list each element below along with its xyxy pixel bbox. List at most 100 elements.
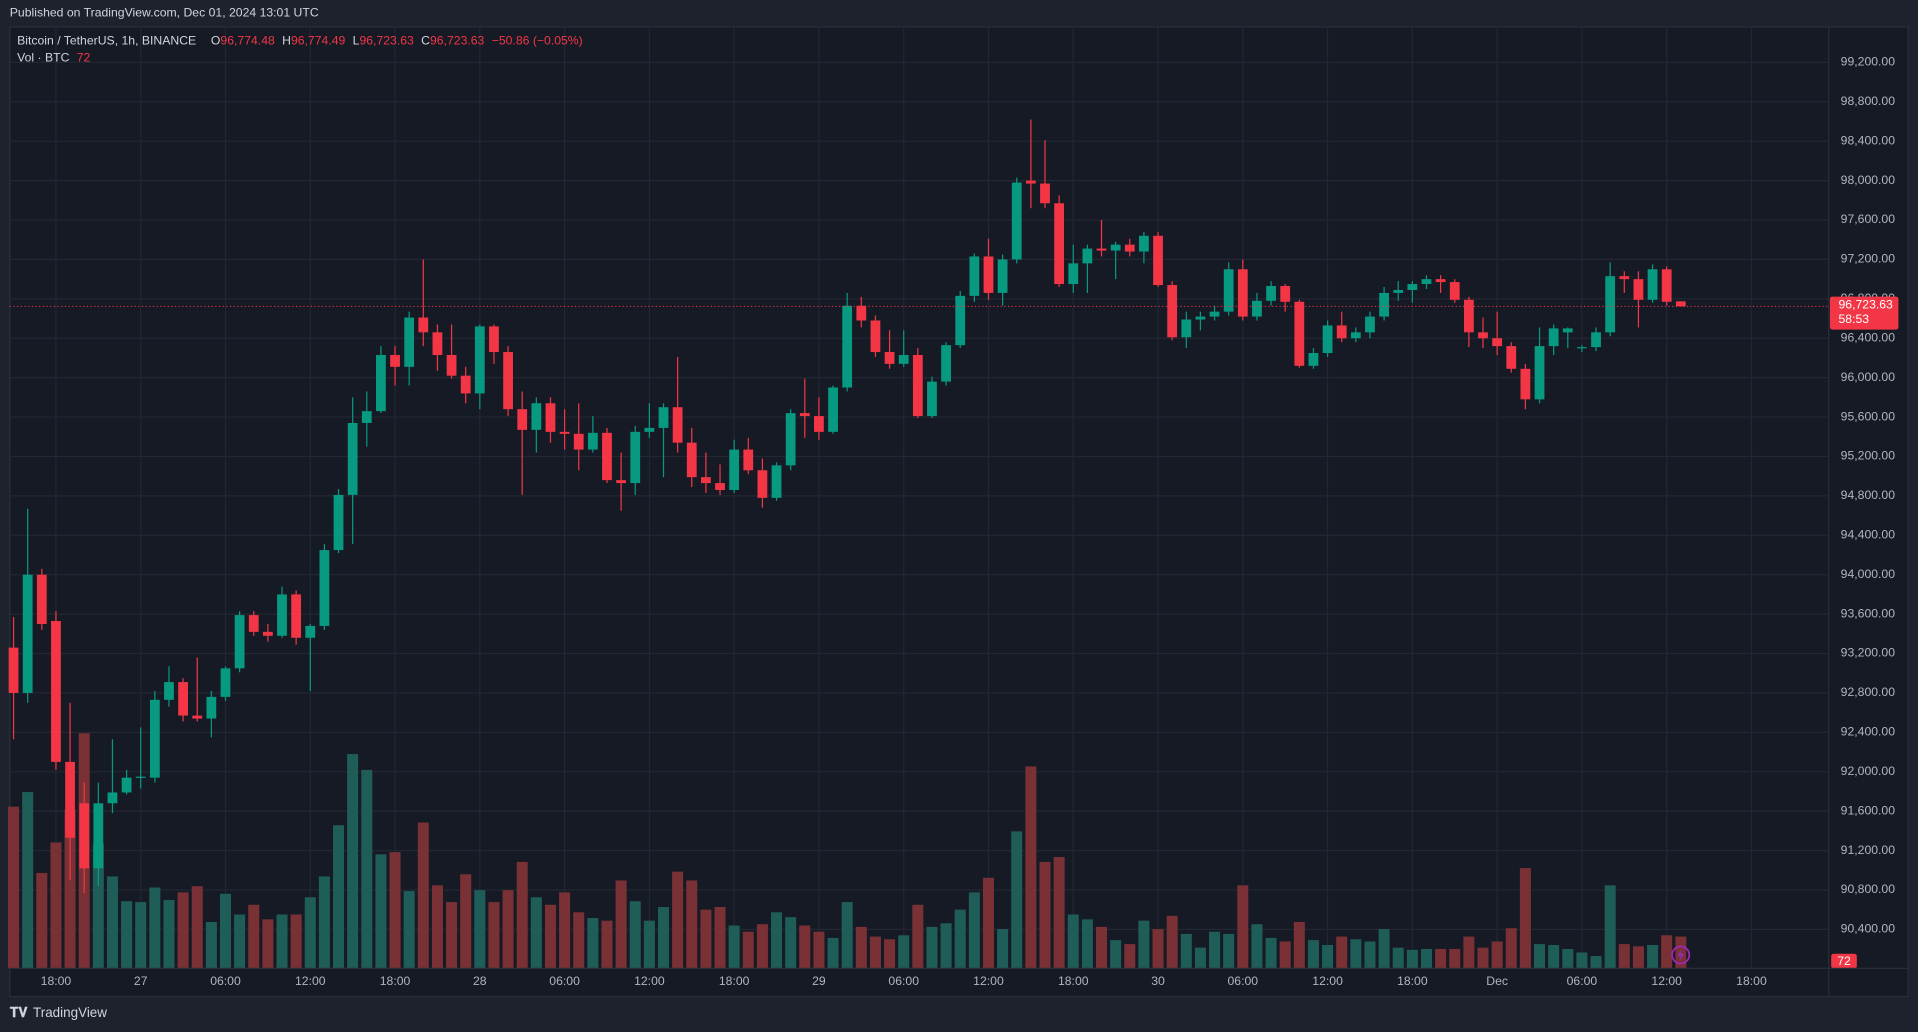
candle-body [1139, 235, 1149, 252]
x-tick-label: 18:00 [41, 974, 72, 988]
last-price-label: 96,723.63 [1838, 297, 1893, 311]
volume-bar [813, 931, 825, 969]
volume-bar [460, 874, 472, 969]
volume-bar [714, 906, 726, 969]
candle-body [545, 403, 556, 432]
volume-bar [968, 892, 980, 969]
candle-body [630, 431, 641, 484]
legend-value: 96,774.49 [291, 34, 346, 48]
x-tick-label: 18:00 [1736, 974, 1767, 988]
volume-bar [488, 902, 500, 969]
volume-bar [686, 880, 698, 969]
volume-bar [530, 897, 542, 969]
legend-key: C [421, 34, 430, 48]
x-tick-label: Dec [1486, 974, 1508, 988]
candle-body [1379, 292, 1389, 317]
candle-body [192, 715, 203, 719]
legend-value: 96,723.63 [359, 34, 414, 48]
candle-body [658, 407, 669, 428]
volume-bar [163, 899, 175, 969]
volume-bar [742, 931, 754, 969]
x-tick-label: 18:00 [1397, 974, 1428, 988]
volume-bar [785, 917, 797, 969]
y-tick-label: 95,600.00 [1841, 409, 1896, 423]
y-tick-label: 92,800.00 [1841, 685, 1896, 699]
candle-body [1591, 332, 1601, 348]
volume-bar [1491, 941, 1503, 969]
volume-bar [940, 923, 952, 969]
x-tick-label: 06:00 [1567, 974, 1598, 988]
volume-bar [643, 920, 655, 969]
candle-body [1548, 328, 1559, 347]
candle-body [757, 470, 768, 498]
candle-body [248, 615, 259, 632]
candle-body [1661, 269, 1672, 302]
candle-body [432, 332, 443, 355]
volume-bar [771, 912, 783, 969]
candle-body [36, 574, 47, 624]
volume-bar [248, 904, 260, 969]
candle-body [1633, 279, 1644, 300]
volume-bar [1449, 948, 1461, 969]
volume-bar [898, 935, 910, 969]
volume-bar [672, 871, 684, 969]
volume-bar [1590, 956, 1602, 969]
replay-icon[interactable] [1671, 945, 1691, 965]
volume-bar [1096, 926, 1108, 969]
volume-bar [926, 926, 938, 969]
candle-body [489, 326, 499, 353]
volume-bar [50, 842, 62, 969]
volume-bar [234, 914, 246, 969]
candle-body [856, 305, 867, 321]
volume-bar [1209, 931, 1221, 969]
y-tick-label: 90,800.00 [1841, 882, 1896, 896]
volume-bar [573, 912, 585, 969]
y-tick-label: 91,200.00 [1841, 843, 1896, 857]
candle-body [799, 413, 810, 417]
candle-body [1082, 248, 1093, 264]
volume-bar [1025, 766, 1037, 969]
volume-bar [1265, 937, 1277, 969]
candle-body [531, 403, 542, 430]
volume-bar [149, 887, 161, 969]
footer-brand: TradingView [33, 1005, 107, 1020]
volume-bar [615, 880, 627, 969]
legend-key: H [282, 34, 291, 48]
candle-body [1421, 279, 1432, 285]
candle-body [446, 354, 457, 376]
x-tick-label: 28 [473, 974, 487, 988]
y-tick-label: 99,200.00 [1841, 55, 1896, 69]
volume-bar [1053, 857, 1065, 969]
x-tick-label: 12:00 [973, 974, 1004, 988]
volume-bar [912, 904, 924, 969]
y-tick-label: 93,600.00 [1841, 606, 1896, 620]
candle-body [842, 305, 853, 388]
candle-body [814, 416, 824, 432]
candle-body [277, 594, 287, 636]
last-volume-label: 72 [1837, 954, 1851, 968]
candle-body [347, 422, 358, 495]
volume-bar [1293, 922, 1305, 969]
volume-bar [1039, 861, 1051, 969]
candle-body [390, 354, 400, 367]
candle-body [1308, 353, 1319, 366]
candle-body [870, 320, 881, 353]
candle-body [955, 295, 966, 346]
y-tick-label: 92,000.00 [1841, 764, 1896, 778]
y-tick-label: 98,800.00 [1841, 94, 1896, 108]
legend-key: O [211, 34, 221, 48]
volume-bar [403, 891, 415, 969]
x-tick-label: 18:00 [719, 974, 750, 988]
volume-bar [106, 876, 118, 969]
y-tick-label: 96,000.00 [1841, 370, 1896, 384]
volume-legend-value: 72 [77, 51, 91, 65]
logo-mark: 𝐓𝐕 [10, 1005, 28, 1020]
y-tick-label: 97,600.00 [1841, 212, 1896, 226]
volume-bar [841, 902, 853, 969]
candle-body [969, 256, 980, 296]
candle-body [1040, 183, 1050, 204]
candle-body [743, 449, 754, 471]
volume-bar [276, 914, 288, 969]
candle-body [771, 465, 782, 498]
candle-body [418, 317, 429, 333]
